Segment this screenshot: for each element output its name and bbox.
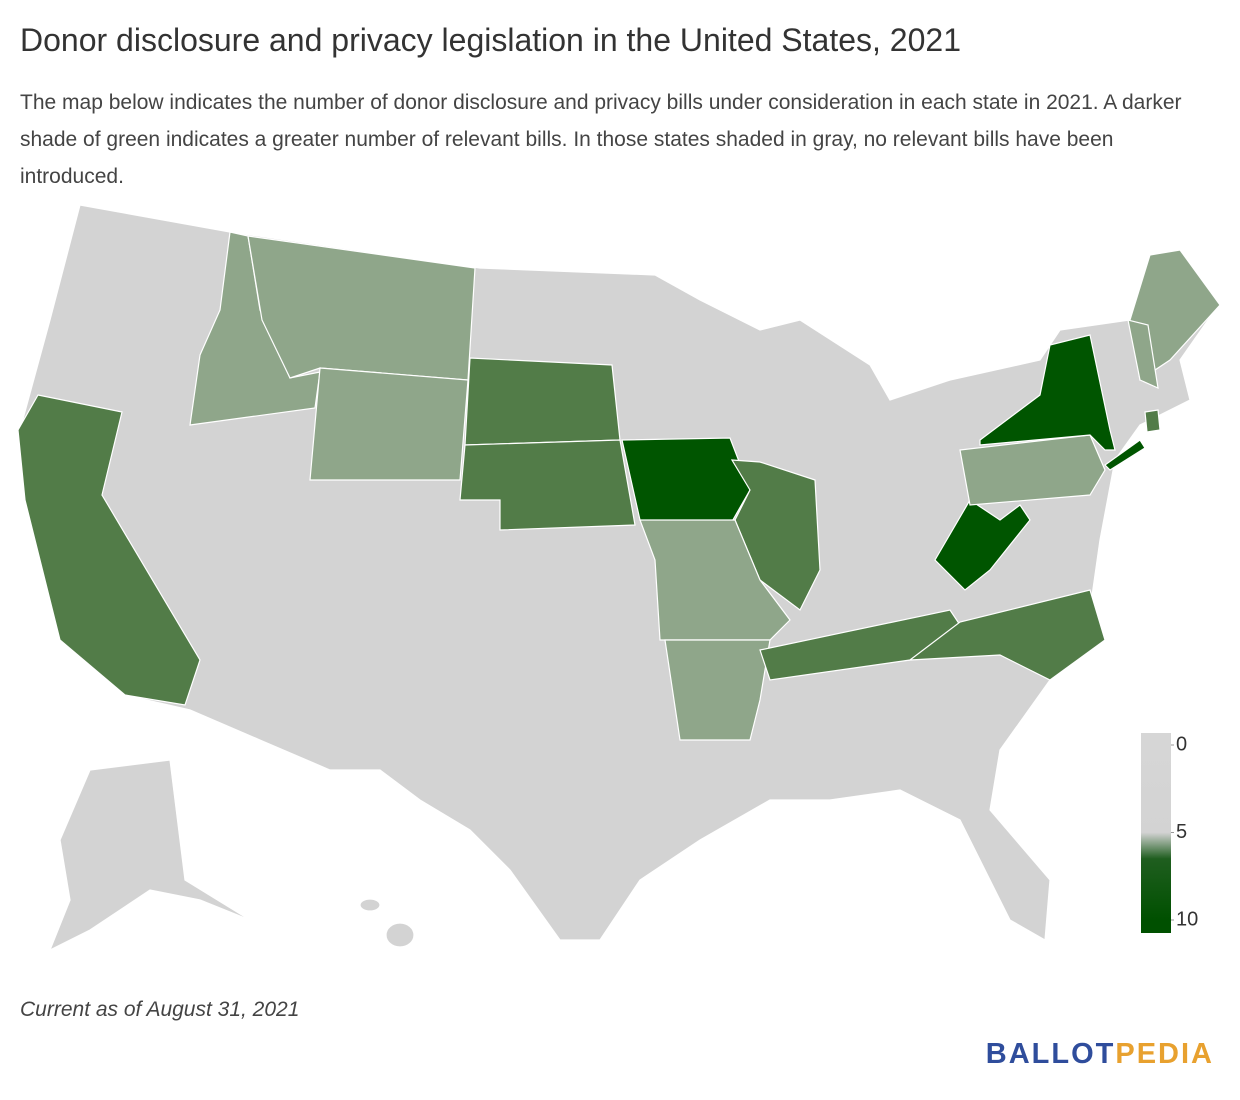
state [1104, 439, 1146, 471]
title: Donor disclosure and privacy legislation… [20, 22, 961, 58]
states [17, 204, 1221, 952]
legend: 0 5 10 [1141, 733, 1198, 933]
state [664, 639, 771, 741]
footnote: Current as of August 31, 2021 [20, 998, 300, 1021]
state [464, 357, 621, 446]
logo-part: PEDIA [1115, 1038, 1214, 1070]
subtitle: The map below indicates the number of do… [20, 91, 1182, 188]
state [309, 367, 469, 481]
state [1144, 409, 1161, 433]
legend-tick-label: 5 [1176, 821, 1187, 843]
logo: BALLOTPEDIA [986, 1038, 1214, 1071]
state [17, 394, 201, 706]
alaska [48, 759, 251, 952]
legend-bar [1141, 733, 1171, 933]
state [979, 334, 1116, 451]
state [1127, 319, 1159, 389]
state [908, 589, 1106, 681]
legend-tick-label: 10 [1176, 908, 1198, 930]
logo-part: BALLOT [985, 1038, 1116, 1070]
state [247, 235, 476, 381]
state [459, 439, 636, 531]
legend-tick-label: 0 [1176, 733, 1187, 755]
state [730, 459, 821, 611]
us-outline [19, 204, 1216, 941]
hawaii [385, 922, 415, 948]
state [621, 437, 751, 526]
hawaii [359, 898, 381, 912]
state [639, 519, 791, 641]
